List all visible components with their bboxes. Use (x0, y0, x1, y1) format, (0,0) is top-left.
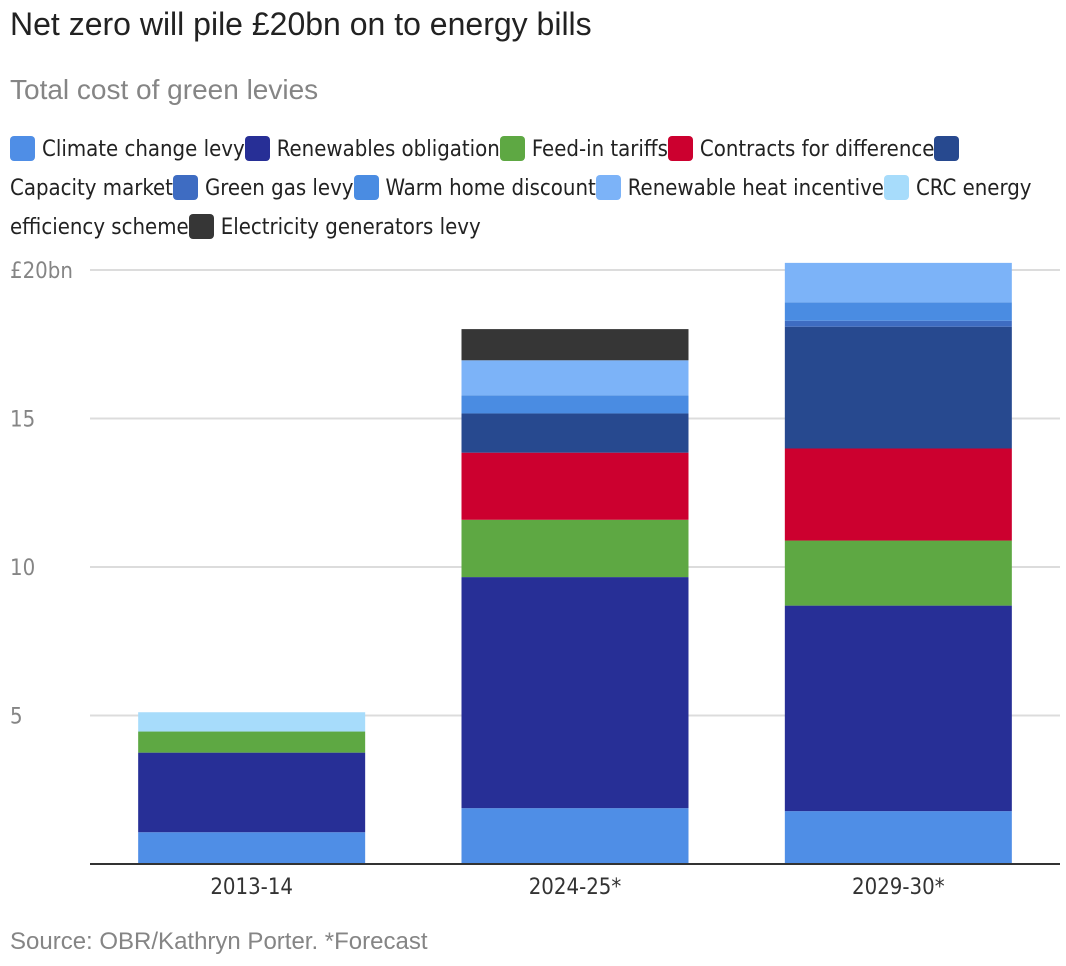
bar-segment (461, 360, 689, 396)
y-tick-label: 15 (10, 408, 35, 433)
legend-item: Capacity market (10, 136, 966, 201)
bar-segment (461, 413, 689, 453)
bar-segment (461, 808, 689, 864)
bar-segment (461, 395, 689, 414)
bar-segment (784, 262, 1012, 303)
bar-segment (784, 302, 1012, 321)
legend-swatch (595, 175, 621, 200)
legend-label: Warm home discount (385, 176, 596, 201)
bar-segment (138, 712, 366, 732)
bar-segment (784, 540, 1012, 606)
legend-item: Green gas levy (172, 175, 354, 201)
bar-segment (461, 577, 689, 809)
legend-label: CRC energy efficiency scheme (10, 176, 1032, 240)
bar-segment (784, 605, 1012, 812)
legend-label: Renewable heat incentive (627, 176, 884, 201)
x-tick-label: 2024-25* (529, 875, 622, 900)
chart-legend: Climate change levy Renewables obligation… (10, 130, 1050, 247)
legend-label: Renewables obligation (276, 137, 500, 162)
x-tick-label: 2013-14 (210, 875, 293, 900)
bar-segment (461, 452, 689, 520)
legend-swatch (353, 175, 379, 200)
bar-segment (784, 448, 1012, 541)
bar-segment (138, 832, 366, 864)
bar-segment (138, 752, 366, 833)
x-tick-label: 2029-30* (852, 875, 945, 900)
legend-label: Climate change levy (42, 137, 245, 162)
legend-swatch (244, 136, 270, 161)
legend-swatch (883, 175, 909, 200)
legend-label: Contracts for difference (699, 137, 935, 162)
chart-title: Net zero will pile £20bn on to energy bi… (10, 6, 592, 42)
chart-plot: 5 10 15 £20bn 2013-14 2024-25* 2029-30* (10, 259, 1060, 900)
legend-item: Contracts for difference (667, 136, 935, 162)
bar-segment (784, 811, 1012, 864)
legend-item: Feed-in tariffs (499, 136, 668, 162)
legend-swatch (667, 136, 693, 161)
y-tick-label: £20bn (10, 259, 73, 284)
legend-swatch (934, 136, 960, 161)
legend-label: Capacity market (10, 176, 173, 201)
legend-swatch (499, 136, 525, 161)
chart-subtitle: Total cost of green levies (10, 74, 319, 105)
y-tick-label: 5 (10, 705, 23, 730)
bar-segment (138, 731, 366, 753)
source-note: Source: OBR/Kathryn Porter. *Forecast (10, 928, 428, 955)
legend-item: CRC energy efficiency scheme (10, 175, 1032, 240)
legend-item: Electricity generators levy (188, 214, 481, 240)
legend-item: Warm home discount (353, 175, 596, 201)
legend-item: Renewables obligation (244, 136, 500, 162)
legend-swatch (10, 136, 35, 161)
legend-item: Climate change levy (10, 136, 245, 162)
bar-segment (784, 326, 1012, 449)
bar-segment (461, 519, 689, 578)
legend-item: Renewable heat incentive (595, 175, 884, 201)
bar-segment (784, 320, 1012, 327)
legend-label: Electricity generators levy (220, 215, 481, 240)
legend-swatch (188, 214, 214, 239)
legend-label: Feed-in tariffs (531, 137, 668, 162)
legend-swatch (172, 175, 198, 200)
bar-stacks (138, 262, 1012, 864)
legend-label: Green gas levy (204, 176, 354, 201)
axes: 5 10 15 £20bn 2013-14 2024-25* 2029-30* (10, 259, 1060, 900)
bar-segment (461, 329, 689, 361)
y-tick-label: 10 (10, 556, 35, 581)
